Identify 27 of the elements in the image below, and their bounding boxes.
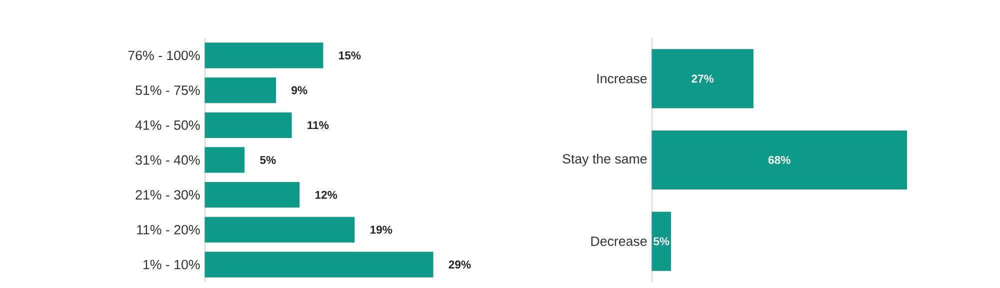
- y-tick-label: Stay the same: [562, 154, 647, 166]
- y-tick-label: 41% - 50%: [135, 120, 200, 130]
- data-label: 9%: [292, 86, 308, 94]
- data-label: 27%: [692, 74, 714, 83]
- data-label: 19%: [370, 226, 392, 234]
- data-label: 68%: [768, 156, 790, 164]
- y-tick-label: 11% - 20%: [137, 224, 200, 234]
- y-tick-label: 1% - 10%: [144, 260, 200, 270]
- y-tick-label: 31% - 40%: [136, 155, 200, 165]
- data-label: 12%: [315, 190, 338, 199]
- y-tick-label: Decrease: [591, 236, 647, 246]
- data-label: 29%: [448, 260, 471, 269]
- data-label: 5%: [654, 237, 670, 246]
- bar: [204, 182, 300, 208]
- data-label: 15%: [339, 51, 361, 60]
- bar: [204, 42, 324, 68]
- data-label: 11%: [308, 121, 329, 130]
- y-tick-label: Increase: [597, 74, 647, 84]
- bar: [204, 147, 245, 173]
- bar: [204, 77, 276, 104]
- y-tick-label: 76% - 100%: [128, 50, 200, 60]
- y-tick-label: 21% - 30%: [136, 190, 200, 200]
- y-tick-label: 51% - 75%: [136, 86, 200, 95]
- bar: [204, 112, 292, 138]
- bar: [204, 252, 434, 278]
- data-label: 5%: [260, 156, 276, 164]
- bar: [204, 216, 355, 243]
